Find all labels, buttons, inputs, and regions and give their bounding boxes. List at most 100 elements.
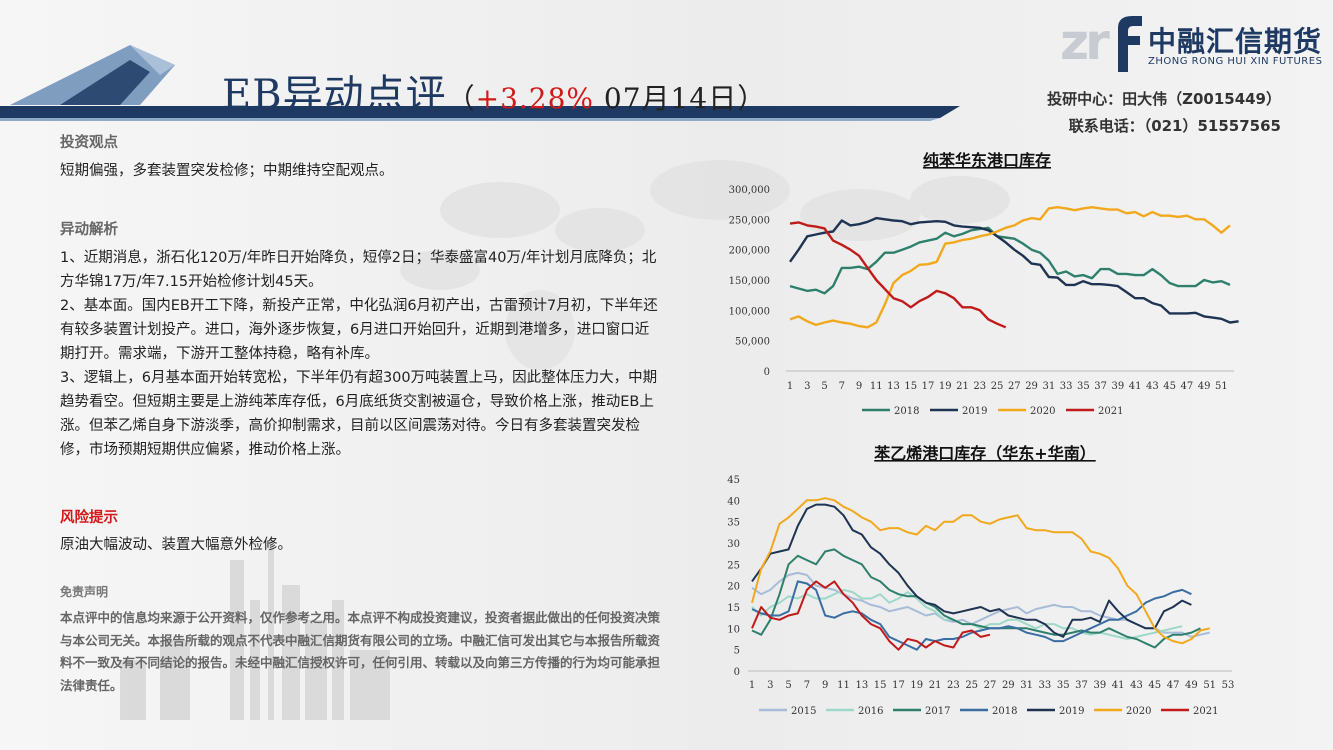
x-tick-label: 51 [1215, 381, 1228, 392]
x-tick-label: 25 [965, 680, 978, 691]
x-tick-label: 15 [874, 680, 887, 691]
chart-title: 苯乙烯港口库存（华东+华南） [873, 444, 1095, 463]
x-tick-label: 23 [947, 680, 960, 691]
legend-label-2021: 2021 [1193, 706, 1218, 717]
logo-chinese-name: 中融汇信期货 [1148, 25, 1323, 58]
series-line-2020 [789, 205, 1231, 329]
x-tick-label: 31 [1042, 381, 1055, 392]
x-tick-label: 47 [1167, 680, 1180, 691]
y-tick-label: 5 [734, 646, 740, 657]
y-tick-label: 15 [727, 603, 740, 614]
x-tick-label: 21 [956, 381, 969, 392]
x-tick-label: 19 [910, 680, 923, 691]
x-tick-label: 3 [804, 381, 810, 392]
x-tick-label: 11 [870, 381, 883, 392]
x-tick-label: 3 [767, 680, 773, 691]
legend-label-2020: 2020 [1126, 706, 1151, 717]
x-tick-label: 43 [1130, 680, 1143, 691]
y-tick-label: 0 [764, 367, 770, 378]
risk-heading: 风险提示 [60, 510, 118, 526]
logo-f-icon [1118, 16, 1142, 72]
y-tick-label: 50,000 [735, 337, 770, 348]
disclaimer-heading: 免责声明 [60, 585, 109, 599]
y-tick-label: 150,000 [729, 276, 770, 287]
analysis-heading: 异动解析 [60, 222, 118, 238]
page-title: EB异动点评（+3.28% 07月14日） [222, 62, 766, 120]
x-tick-label: 27 [984, 680, 997, 691]
view-heading: 投资观点 [60, 135, 118, 151]
x-tick-label: 25 [991, 381, 1004, 392]
x-tick-label: 13 [887, 381, 900, 392]
x-tick-label: 35 [1077, 381, 1090, 392]
x-tick-label: 19 [939, 381, 952, 392]
x-tick-label: 29 [1002, 680, 1015, 691]
title-percent-change: +3.28% [475, 82, 595, 115]
risk-text: 原油大幅波动、装置大幅意外检修。 [60, 537, 292, 553]
x-tick-label: 23 [973, 381, 986, 392]
chart-title: 纯苯华东港口库存 [923, 151, 1051, 170]
series-line-2019 [789, 216, 1239, 324]
x-tick-label: 51 [1203, 680, 1216, 691]
y-tick-label: 100,000 [729, 306, 770, 317]
series-line-2021 [789, 221, 1007, 329]
x-tick-label: 21 [929, 680, 942, 691]
logo-letters: zr [1060, 13, 1110, 71]
title-open-paren: （ [446, 82, 476, 115]
legend-label-2019: 2019 [1059, 706, 1084, 717]
x-tick-label: 45 [1163, 381, 1176, 392]
logo-english-name: ZHONG RONG HUI XIN FUTURES [1148, 56, 1323, 67]
series-line-2021 [751, 580, 991, 651]
x-tick-label: 5 [821, 381, 827, 392]
x-tick-label: 45 [1148, 680, 1161, 691]
x-tick-label: 27 [1008, 381, 1021, 392]
y-tick-label: 0 [734, 667, 740, 678]
x-tick-label: 39 [1111, 381, 1124, 392]
x-tick-label: 49 [1185, 680, 1198, 691]
x-tick-label: 13 [855, 680, 868, 691]
title-main: EB异动点评 [222, 72, 447, 118]
legend-label-2016: 2016 [858, 706, 883, 717]
commentary-column: 投资观点 短期偏强，多套装置突发检修；中期维持空配观点。 异动解析 1、近期消息… [60, 131, 660, 697]
x-tick-label: 33 [1060, 381, 1073, 392]
series-line-2018 [751, 580, 1192, 651]
x-tick-label: 17 [892, 680, 905, 691]
x-tick-label: 7 [839, 381, 845, 392]
x-tick-label: 37 [1075, 680, 1088, 691]
x-tick-label: 1 [787, 381, 793, 392]
series-line-2018 [789, 226, 1231, 295]
legend-label-2017: 2017 [925, 706, 950, 717]
series-line-2020 [751, 497, 1210, 645]
x-tick-label: 7 [804, 680, 810, 691]
x-tick-label: 33 [1039, 680, 1052, 691]
y-tick-label: 250,000 [729, 215, 770, 226]
x-tick-label: 53 [1222, 680, 1235, 691]
y-tick-label: 10 [727, 624, 740, 635]
y-tick-label: 35 [727, 518, 740, 529]
y-tick-label: 45 [727, 475, 740, 486]
x-tick-label: 41 [1129, 381, 1142, 392]
x-tick-label: 39 [1093, 680, 1106, 691]
legend-label-2015: 2015 [791, 706, 816, 717]
legend-label-2021: 2021 [1098, 406, 1123, 417]
x-tick-label: 37 [1094, 381, 1107, 392]
contact-phone: 联系电话：（021）51557565 [1068, 117, 1281, 135]
x-tick-label: 15 [904, 381, 917, 392]
y-tick-label: 200,000 [729, 246, 770, 257]
x-tick-label: 9 [856, 381, 862, 392]
analysis-paragraph-2: 2、基本面。国内EB开工下降，新投产正常，中化弘润6月初产出，古雷预计7月初，下… [60, 298, 658, 362]
y-tick-label: 20 [727, 582, 740, 593]
x-tick-label: 35 [1057, 680, 1070, 691]
company-logo: zr 中融汇信期货 ZHONG RONG HUI XIN FUTURES [1060, 12, 1330, 74]
x-tick-label: 17 [922, 381, 935, 392]
header-decoration [0, 45, 960, 121]
view-text: 短期偏强，多套装置突发检修；中期维持空配观点。 [60, 163, 394, 179]
legend-label-2019: 2019 [962, 406, 987, 417]
y-tick-label: 25 [727, 560, 740, 571]
x-tick-label: 11 [837, 680, 850, 691]
legend-label-2018: 2018 [992, 706, 1017, 717]
x-tick-label: 29 [1025, 381, 1038, 392]
x-tick-label: 47 [1180, 381, 1193, 392]
x-tick-label: 49 [1198, 381, 1211, 392]
